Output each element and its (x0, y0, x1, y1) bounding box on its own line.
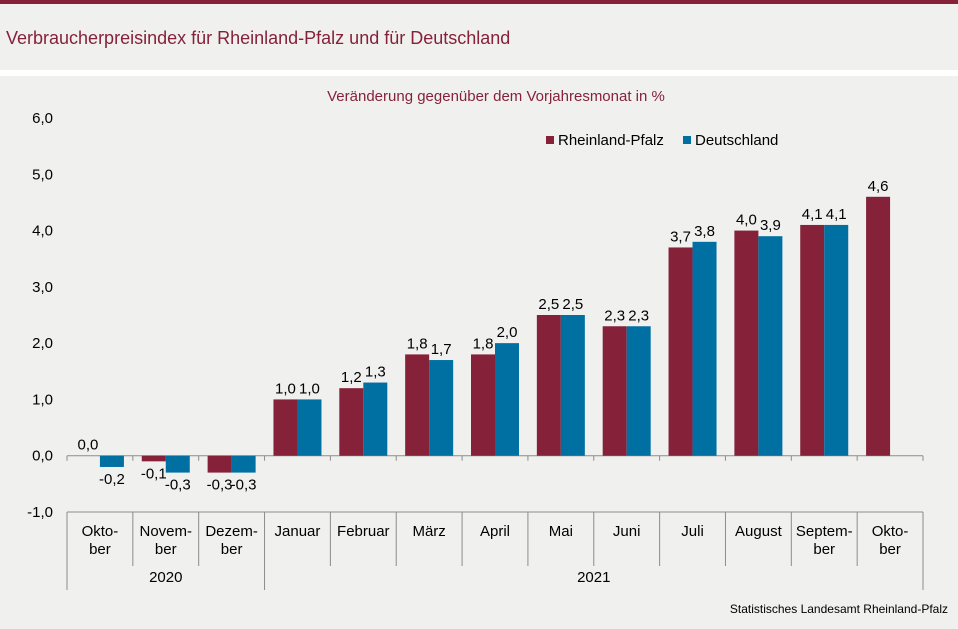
data-label-rheinland-pfalz: 4,1 (802, 206, 823, 223)
category-label-line1: Okto- (872, 523, 909, 540)
bar-rheinland-pfalz (207, 455, 232, 473)
category-label-line2: ber (813, 541, 835, 558)
bar-rheinland-pfalz (405, 354, 430, 456)
y-tick-label: 5,0 (32, 166, 53, 183)
category-label-line1: Septem- (796, 523, 853, 540)
bar-rheinland-pfalz (536, 315, 561, 456)
data-label-rheinland-pfalz: 0,0 (77, 437, 98, 454)
top-accent-bar (0, 0, 958, 4)
source-note: Statistisches Landesamt Rheinland-Pfalz (729, 602, 948, 616)
category-label: Juli (681, 523, 704, 540)
y-tick-label: 6,0 (32, 110, 53, 127)
bar-deutschland (495, 343, 519, 456)
data-label-deutschland: 4,1 (826, 206, 847, 223)
y-tick-label: 3,0 (32, 279, 53, 296)
data-label-rheinland-pfalz: 2,5 (538, 296, 559, 313)
bar-deutschland (692, 241, 717, 456)
chart-subtitle: Veränderung gegenüber dem Vorjahresmonat… (327, 88, 665, 105)
data-label-deutschland: -0,3 (165, 477, 191, 494)
data-label-deutschland: -0,2 (99, 471, 125, 488)
bar-deutschland (231, 455, 256, 473)
category-label-line1: Okto- (82, 523, 119, 540)
bar-deutschland (626, 326, 651, 456)
y-tick-label: 4,0 (32, 223, 53, 240)
chart-area (0, 76, 958, 629)
y-tick-label: -1,0 (27, 504, 53, 521)
year-group-label: 2021 (577, 569, 610, 586)
data-label-rheinland-pfalz: 1,0 (275, 380, 296, 397)
bar-rheinland-pfalz (141, 455, 166, 462)
y-tick-label: 0,0 (32, 448, 53, 465)
bar-deutschland (429, 360, 454, 456)
bar-deutschland (824, 224, 849, 456)
data-label-rheinland-pfalz: 2,3 (604, 307, 625, 324)
y-tick-label: 1,0 (32, 391, 53, 408)
data-label-deutschland: 3,8 (694, 223, 715, 240)
y-tick-label: 2,0 (32, 335, 53, 352)
category-label: März (412, 523, 445, 540)
page-title: Verbraucherpreisindex für Rheinland-Pfal… (6, 28, 511, 48)
legend-swatch (683, 136, 691, 144)
data-label-deutschland: -0,3 (231, 477, 257, 494)
bar-deutschland (99, 455, 124, 467)
category-label: August (735, 523, 783, 540)
category-label-line2: ber (879, 541, 901, 558)
bar-deutschland (758, 236, 783, 456)
legend-swatch (546, 136, 554, 144)
data-label-deutschland: 1,7 (431, 341, 452, 358)
category-label-line1: Novem- (140, 523, 193, 540)
data-label-rheinland-pfalz: -0,3 (207, 477, 233, 494)
category-label-line2: ber (89, 541, 111, 558)
bar-rheinland-pfalz (339, 388, 364, 456)
header: Verbraucherpreisindex für Rheinland-Pfal… (0, 4, 958, 70)
legend-label: Deutschland (695, 132, 778, 149)
category-label-line2: ber (221, 541, 243, 558)
data-label-rheinland-pfalz: 4,6 (868, 178, 889, 195)
data-label-deutschland: 2,3 (628, 307, 649, 324)
bar-rheinland-pfalz (668, 247, 693, 456)
data-label-deutschland: 3,9 (760, 217, 781, 234)
data-label-deutschland: 1,3 (365, 364, 386, 381)
data-label-deutschland: 2,0 (497, 324, 518, 341)
bar-rheinland-pfalz (602, 326, 627, 456)
header-separator (0, 70, 958, 76)
bar-rheinland-pfalz (866, 196, 891, 456)
category-label: Mai (549, 523, 573, 540)
category-label-line1: Dezem- (205, 523, 258, 540)
data-label-rheinland-pfalz: 1,8 (473, 335, 494, 352)
data-label-rheinland-pfalz: -0,1 (141, 465, 167, 482)
data-label-deutschland: 2,5 (562, 296, 583, 313)
category-label: Januar (275, 523, 321, 540)
bar-deutschland (297, 399, 322, 456)
data-label-deutschland: 1,0 (299, 380, 320, 397)
bar-rheinland-pfalz (800, 224, 825, 456)
category-label: April (480, 523, 510, 540)
bar-rheinland-pfalz (273, 399, 298, 456)
bar-rheinland-pfalz (734, 230, 759, 456)
bar-deutschland (363, 382, 388, 456)
data-label-rheinland-pfalz: 4,0 (736, 212, 757, 229)
category-label: Februar (337, 523, 390, 540)
category-label-line2: ber (155, 541, 177, 558)
data-label-rheinland-pfalz: 3,7 (670, 228, 691, 245)
data-label-rheinland-pfalz: 1,2 (341, 369, 362, 386)
category-label: Juni (613, 523, 641, 540)
data-label-rheinland-pfalz: 1,8 (407, 335, 428, 352)
bar-deutschland (165, 455, 190, 473)
bar-deutschland (560, 315, 585, 456)
bar-rheinland-pfalz (471, 354, 495, 456)
legend-label: Rheinland-Pfalz (558, 132, 664, 149)
year-group-label: 2020 (149, 569, 182, 586)
